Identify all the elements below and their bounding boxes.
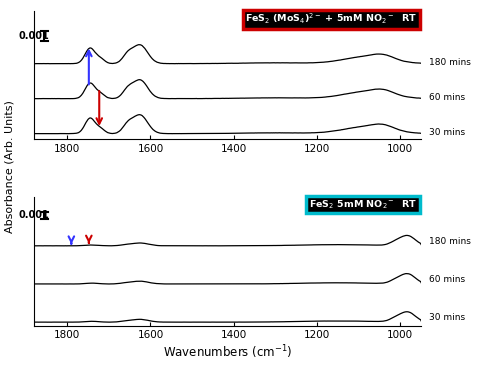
Text: 30 mins: 30 mins — [429, 128, 465, 138]
Text: Absorbance (Arb. Units): Absorbance (Arb. Units) — [5, 100, 15, 233]
Text: 180 mins: 180 mins — [429, 58, 471, 67]
Text: 0.001: 0.001 — [18, 31, 49, 41]
Text: 60 mins: 60 mins — [429, 94, 465, 102]
Text: 30 mins: 30 mins — [429, 313, 465, 322]
Text: 0.001: 0.001 — [18, 211, 49, 221]
Text: 180 mins: 180 mins — [429, 236, 471, 246]
X-axis label: Wavenumbers (cm$^{-1}$): Wavenumbers (cm$^{-1}$) — [163, 343, 292, 361]
Text: 60 mins: 60 mins — [429, 275, 465, 284]
Text: FeS$_2$ (MoS$_4$)$^{2-}$ + 5mM NO$_2$$^-$  RT: FeS$_2$ (MoS$_4$)$^{2-}$ + 5mM NO$_2$$^-… — [245, 12, 417, 27]
Text: FeS$_2$ 5mM NO$_2$$^-$  RT: FeS$_2$ 5mM NO$_2$$^-$ RT — [309, 199, 417, 211]
